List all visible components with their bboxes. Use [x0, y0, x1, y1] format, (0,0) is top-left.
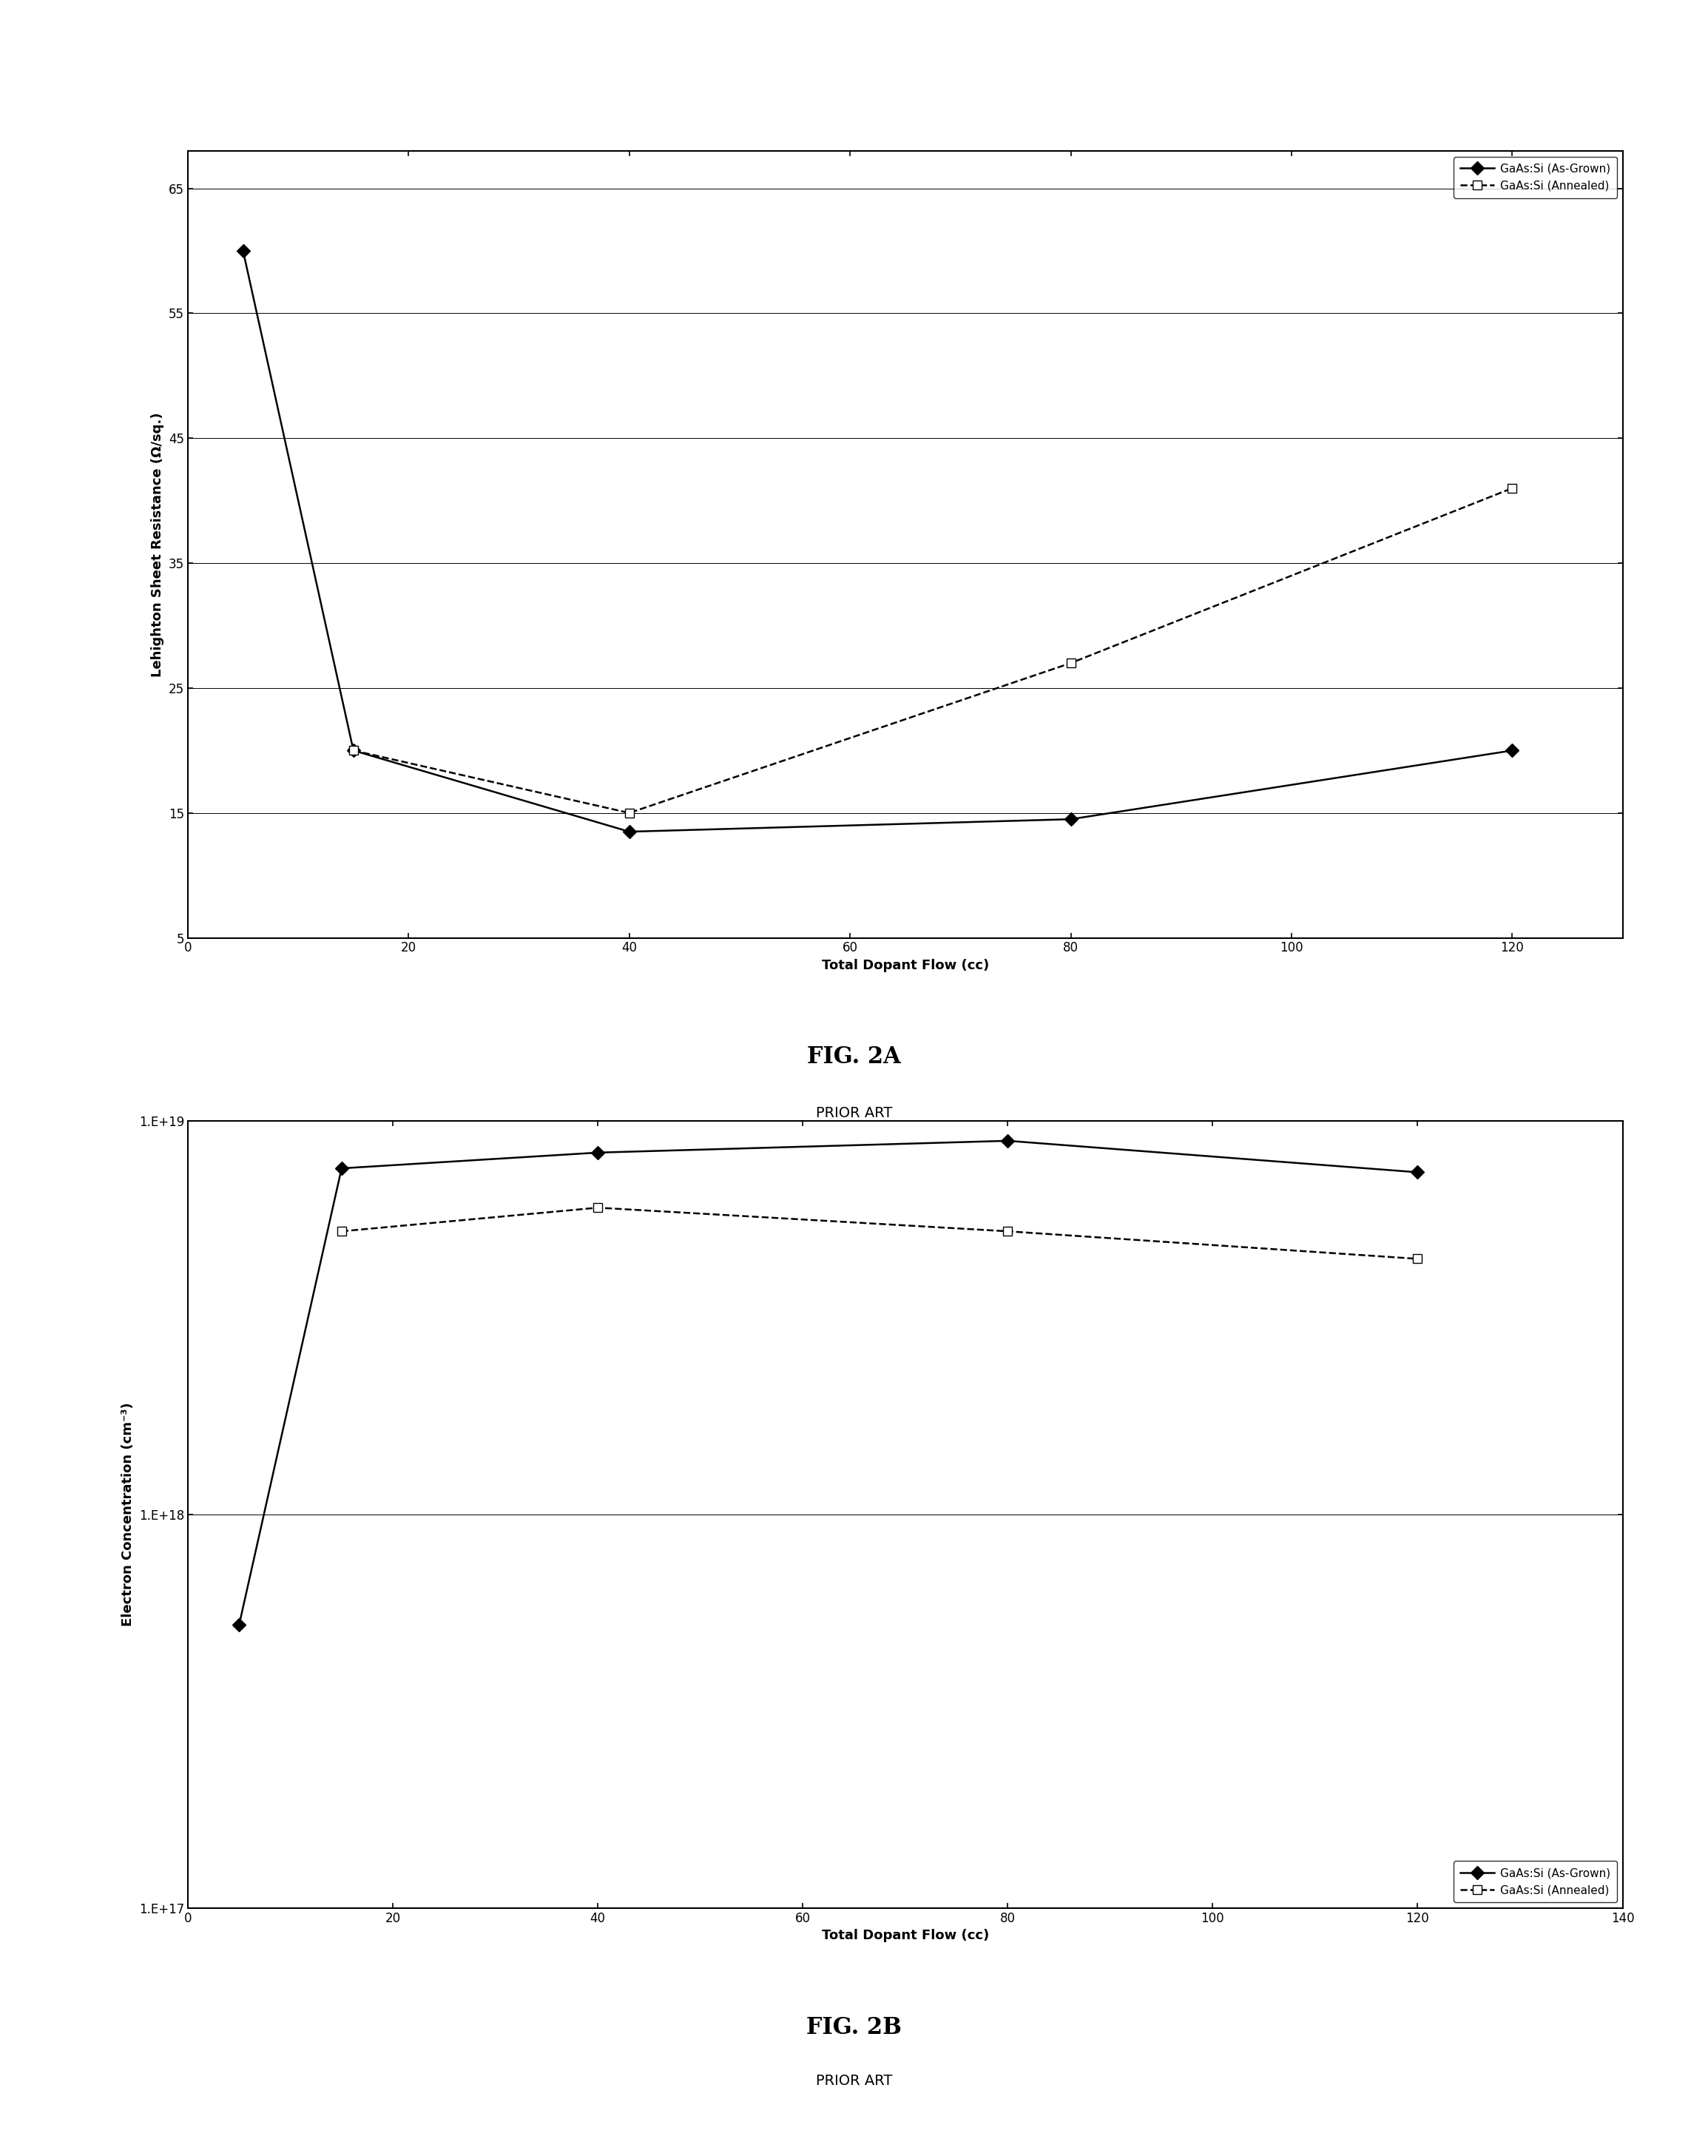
- Line: GaAs:Si (Annealed): GaAs:Si (Annealed): [348, 483, 1517, 817]
- Legend: GaAs:Si (As-Grown), GaAs:Si (Annealed): GaAs:Si (As-Grown), GaAs:Si (Annealed): [1454, 1861, 1617, 1902]
- Text: PRIOR ART: PRIOR ART: [816, 2074, 892, 2089]
- GaAs:Si (Annealed): [588, 1194, 608, 1220]
- Text: FIG. 2A: FIG. 2A: [808, 1046, 900, 1069]
- Legend: GaAs:Si (As-Grown), GaAs:Si (Annealed): GaAs:Si (As-Grown), GaAs:Si (Annealed): [1454, 157, 1617, 198]
- GaAs:Si (As-Grown): [1407, 1160, 1428, 1186]
- GaAs:Si (Annealed): [1501, 474, 1522, 500]
- GaAs:Si (As-Grown): [588, 1141, 608, 1166]
- GaAs:Si (As-Grown): [229, 1613, 249, 1639]
- Text: PRIOR ART: PRIOR ART: [816, 1106, 892, 1121]
- GaAs:Si (As-Grown): [1501, 737, 1522, 763]
- Line: GaAs:Si (Annealed): GaAs:Si (Annealed): [336, 1203, 1423, 1263]
- GaAs:Si (As-Grown): [331, 1156, 352, 1181]
- GaAs:Si (Annealed): [618, 800, 639, 826]
- GaAs:Si (Annealed): [343, 737, 364, 763]
- GaAs:Si (As-Grown): [1061, 806, 1081, 832]
- GaAs:Si (As-Grown): [343, 737, 364, 763]
- X-axis label: Total Dopant Flow (cc): Total Dopant Flow (cc): [822, 959, 989, 972]
- GaAs:Si (As-Grown): [618, 819, 639, 845]
- Text: FIG. 2B: FIG. 2B: [806, 2016, 902, 2040]
- Line: GaAs:Si (As-Grown): GaAs:Si (As-Grown): [239, 246, 1517, 837]
- GaAs:Si (Annealed): [1061, 651, 1081, 677]
- GaAs:Si (As-Grown): [997, 1128, 1018, 1153]
- X-axis label: Total Dopant Flow (cc): Total Dopant Flow (cc): [822, 1930, 989, 1943]
- Y-axis label: Electron Concentration (cm⁻³): Electron Concentration (cm⁻³): [121, 1404, 135, 1626]
- GaAs:Si (Annealed): [1407, 1246, 1428, 1272]
- Y-axis label: Lehighton Sheet Resistance (Ω/sq.): Lehighton Sheet Resistance (Ω/sq.): [152, 412, 164, 677]
- Line: GaAs:Si (As-Grown): GaAs:Si (As-Grown): [234, 1136, 1423, 1630]
- GaAs:Si (As-Grown): [232, 237, 253, 263]
- GaAs:Si (Annealed): [997, 1218, 1018, 1244]
- GaAs:Si (Annealed): [331, 1218, 352, 1244]
